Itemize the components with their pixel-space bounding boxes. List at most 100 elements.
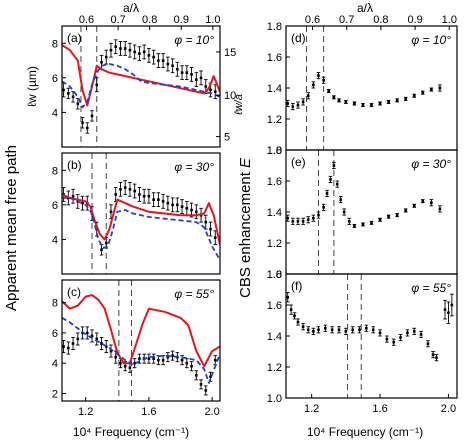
- data-point: [296, 220, 300, 223]
- data-point: [412, 204, 416, 208]
- data-point: [301, 100, 305, 104]
- data-point: [385, 337, 389, 341]
- data-point: [301, 325, 305, 328]
- data-point: [95, 337, 99, 341]
- data-point: [104, 241, 108, 245]
- data-point: [85, 126, 89, 130]
- data-point: [450, 303, 454, 307]
- data-point: [443, 308, 447, 311]
- data-point: [324, 326, 327, 330]
- ytick-label: 6: [52, 73, 58, 85]
- data-point: [330, 328, 334, 332]
- data-point: [353, 102, 356, 105]
- data-point: [166, 201, 170, 205]
- data-point: [296, 320, 300, 324]
- data-point: [71, 95, 75, 99]
- data-point: [95, 83, 99, 87]
- frame-b: [61, 152, 221, 275]
- data-point: [161, 200, 165, 203]
- data-point: [85, 331, 89, 335]
- plot-area-c: [62, 294, 220, 396]
- angle-label: φ = 55°: [411, 281, 451, 295]
- data-point: [358, 328, 361, 332]
- series-model-red-a: [62, 44, 220, 107]
- data-point: [296, 103, 300, 107]
- data-point: [161, 358, 165, 362]
- data-point: [185, 207, 189, 210]
- data-point: [138, 52, 141, 55]
- data-point: [190, 364, 193, 368]
- left-panel-xlabel: 10⁴ Frequency (cm⁻¹): [73, 425, 189, 439]
- data-point: [325, 192, 329, 195]
- right-ytick-label: 5: [224, 132, 230, 144]
- plot-area-f: [286, 292, 454, 362]
- top-axis-title-left: a/λ: [123, 1, 139, 15]
- data-point: [166, 62, 170, 66]
- data-point: [114, 355, 118, 359]
- ytick-label: 6: [52, 328, 58, 340]
- ytick-label: 1.8: [267, 145, 282, 157]
- data-point: [213, 90, 217, 93]
- data-point: [430, 88, 433, 91]
- data-point: [438, 86, 442, 90]
- data-point: [157, 59, 160, 62]
- ytick-label: 1.8: [267, 269, 282, 281]
- data-point: [166, 355, 170, 359]
- data-point: [291, 105, 295, 108]
- top-xtick-label: 1.0: [205, 14, 220, 26]
- ytick-label: 1.0: [267, 393, 282, 405]
- panel-b: 4 6 8 (b) φ = 30°: [52, 152, 221, 275]
- data-point: [199, 383, 203, 386]
- data-point: [147, 194, 151, 198]
- data-point: [419, 333, 423, 336]
- data-point: [195, 373, 198, 377]
- data-point: [62, 88, 65, 92]
- angle-label: φ = 55°: [174, 287, 214, 301]
- xtick-label: 2.0: [204, 406, 219, 418]
- data-point: [392, 340, 396, 344]
- data-point: [90, 334, 94, 338]
- data-point: [199, 76, 203, 80]
- data-point: [161, 59, 165, 62]
- data-point: [351, 328, 354, 332]
- data-point: [123, 186, 127, 189]
- data-point: [332, 96, 336, 99]
- ytick-label: 4: [52, 234, 58, 246]
- data-point: [378, 331, 382, 335]
- data-point: [109, 48, 113, 52]
- data-point: [104, 55, 108, 59]
- data-point: [312, 216, 315, 220]
- data-point: [344, 330, 348, 333]
- data-point: [209, 227, 212, 231]
- data-point: [361, 223, 365, 226]
- data-point: [195, 78, 198, 81]
- ytick-label: 1.2: [267, 114, 282, 126]
- data-point: [81, 121, 84, 125]
- top-xtick-label: 0.7: [339, 14, 354, 26]
- data-point: [286, 295, 290, 299]
- data-point: [438, 207, 442, 211]
- series-model-blue-b: [62, 196, 220, 261]
- data-point: [426, 342, 430, 346]
- ytick-label: 6: [52, 200, 58, 212]
- top-xtick-label: 0.8: [373, 14, 388, 26]
- ytick-label: 1.6: [267, 176, 282, 188]
- series-model-red-b: [62, 193, 220, 245]
- data-point: [204, 85, 208, 88]
- right-ytick-label: 15: [224, 47, 236, 59]
- angle-label: φ = 30°: [411, 157, 451, 171]
- data-point: [370, 103, 373, 107]
- ytick-label: 1.2: [267, 238, 282, 250]
- data-point: [347, 220, 351, 223]
- data-point: [447, 311, 450, 315]
- top-xtick-label: 0.8: [142, 14, 157, 26]
- xtick-label: 2.0: [441, 403, 456, 415]
- data-point: [62, 345, 65, 348]
- data-point: [90, 114, 94, 118]
- plot-area-e: [286, 161, 442, 228]
- panel-ylabel: ℓw (µm): [25, 66, 39, 107]
- right-ylabel-text: CBS enhancement: [237, 171, 254, 298]
- data-point: [289, 308, 293, 311]
- data-point: [344, 100, 348, 104]
